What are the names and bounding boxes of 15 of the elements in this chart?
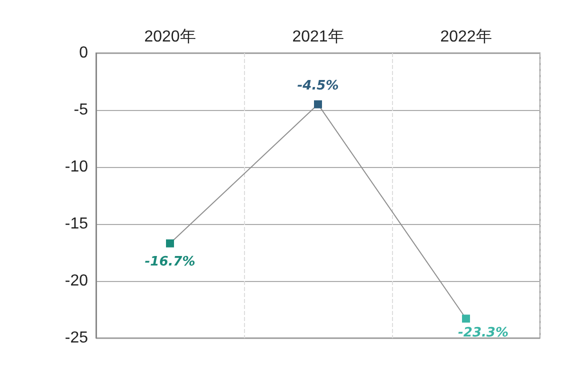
point (166, 239, 174, 248)
x-tick-label: 2021年 (292, 28, 344, 46)
y-tick-label: -25 (64, 330, 88, 346)
point (314, 100, 322, 108)
x-tick-label: 2020年 (144, 28, 196, 46)
y-tick-label: -10 (64, 158, 88, 176)
y-tick-label: 0 (79, 44, 88, 62)
data-label: -23.3% (458, 326, 508, 341)
data-label: -16.7% (144, 254, 196, 270)
y-tick-label: -15 (64, 216, 88, 232)
data-label: -4.5% (297, 78, 339, 94)
y-tick-label: -5 (74, 102, 88, 118)
point (462, 314, 470, 323)
y-tick-label: -20 (64, 272, 88, 290)
x-tick-label: 2022年 (440, 28, 492, 46)
